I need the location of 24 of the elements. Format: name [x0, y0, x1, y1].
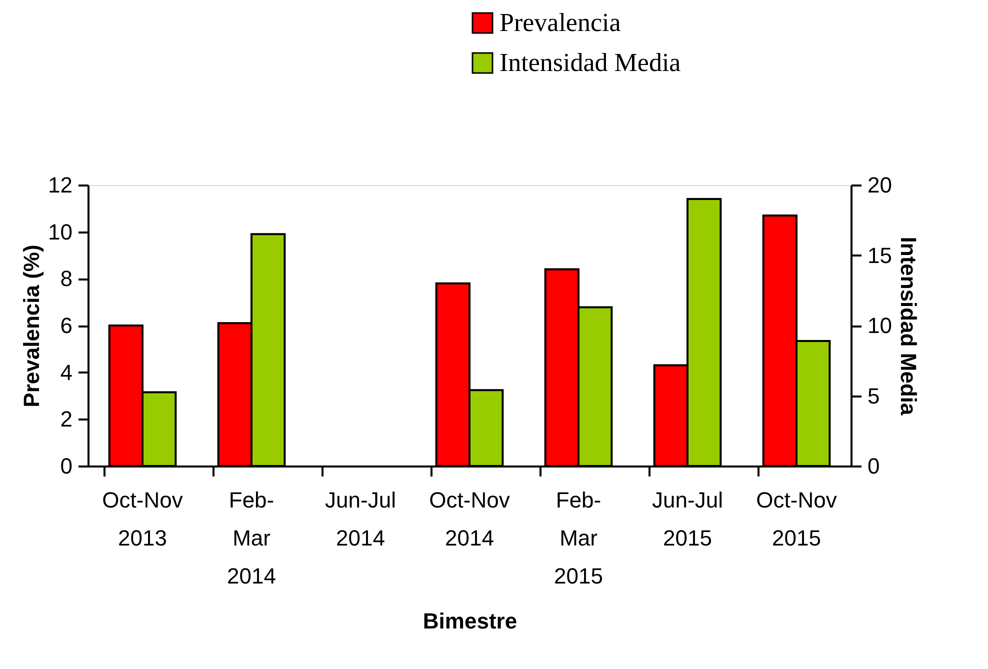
y-tick-label: 2	[60, 406, 72, 432]
y-tick-label: 6	[60, 313, 72, 338]
y-tick-label: 4	[60, 360, 72, 385]
y2-tick-label: 15	[868, 242, 892, 268]
y2-tick-label: 0	[868, 454, 880, 478]
y-tick-label: 8	[60, 266, 72, 292]
y-axis-title: Prevalencia (%)	[19, 244, 44, 408]
x-tick-label: Feb- Mar 2015	[554, 488, 603, 588]
y2-tick-label: 20	[868, 172, 892, 198]
x-axis-title: Bimestre	[422, 608, 518, 634]
y-tick-label: 12	[48, 172, 72, 198]
x-tick-label: Jun-Jul 2015	[652, 488, 723, 550]
x-tick-label: Oct-Nov 2015	[756, 488, 837, 550]
x-tick-label: Jun-Jul 2014	[325, 488, 396, 550]
y-tick-label: 10	[48, 219, 72, 244]
y2-axis-title: Intensidad Media	[896, 236, 921, 416]
x-tick-label: Oct-Nov 2013	[102, 488, 183, 550]
x-tick-label: Oct-Nov 2014	[429, 488, 510, 550]
legend-label: Prevalencia	[500, 8, 622, 37]
y2-tick-label: 5	[868, 383, 880, 408]
x-tick-label: Feb- Mar 2014	[227, 488, 276, 588]
y2-tick-label: 10	[868, 313, 892, 338]
y-tick-label: 0	[60, 454, 72, 478]
legend-label: Intensidad Media	[500, 48, 682, 77]
